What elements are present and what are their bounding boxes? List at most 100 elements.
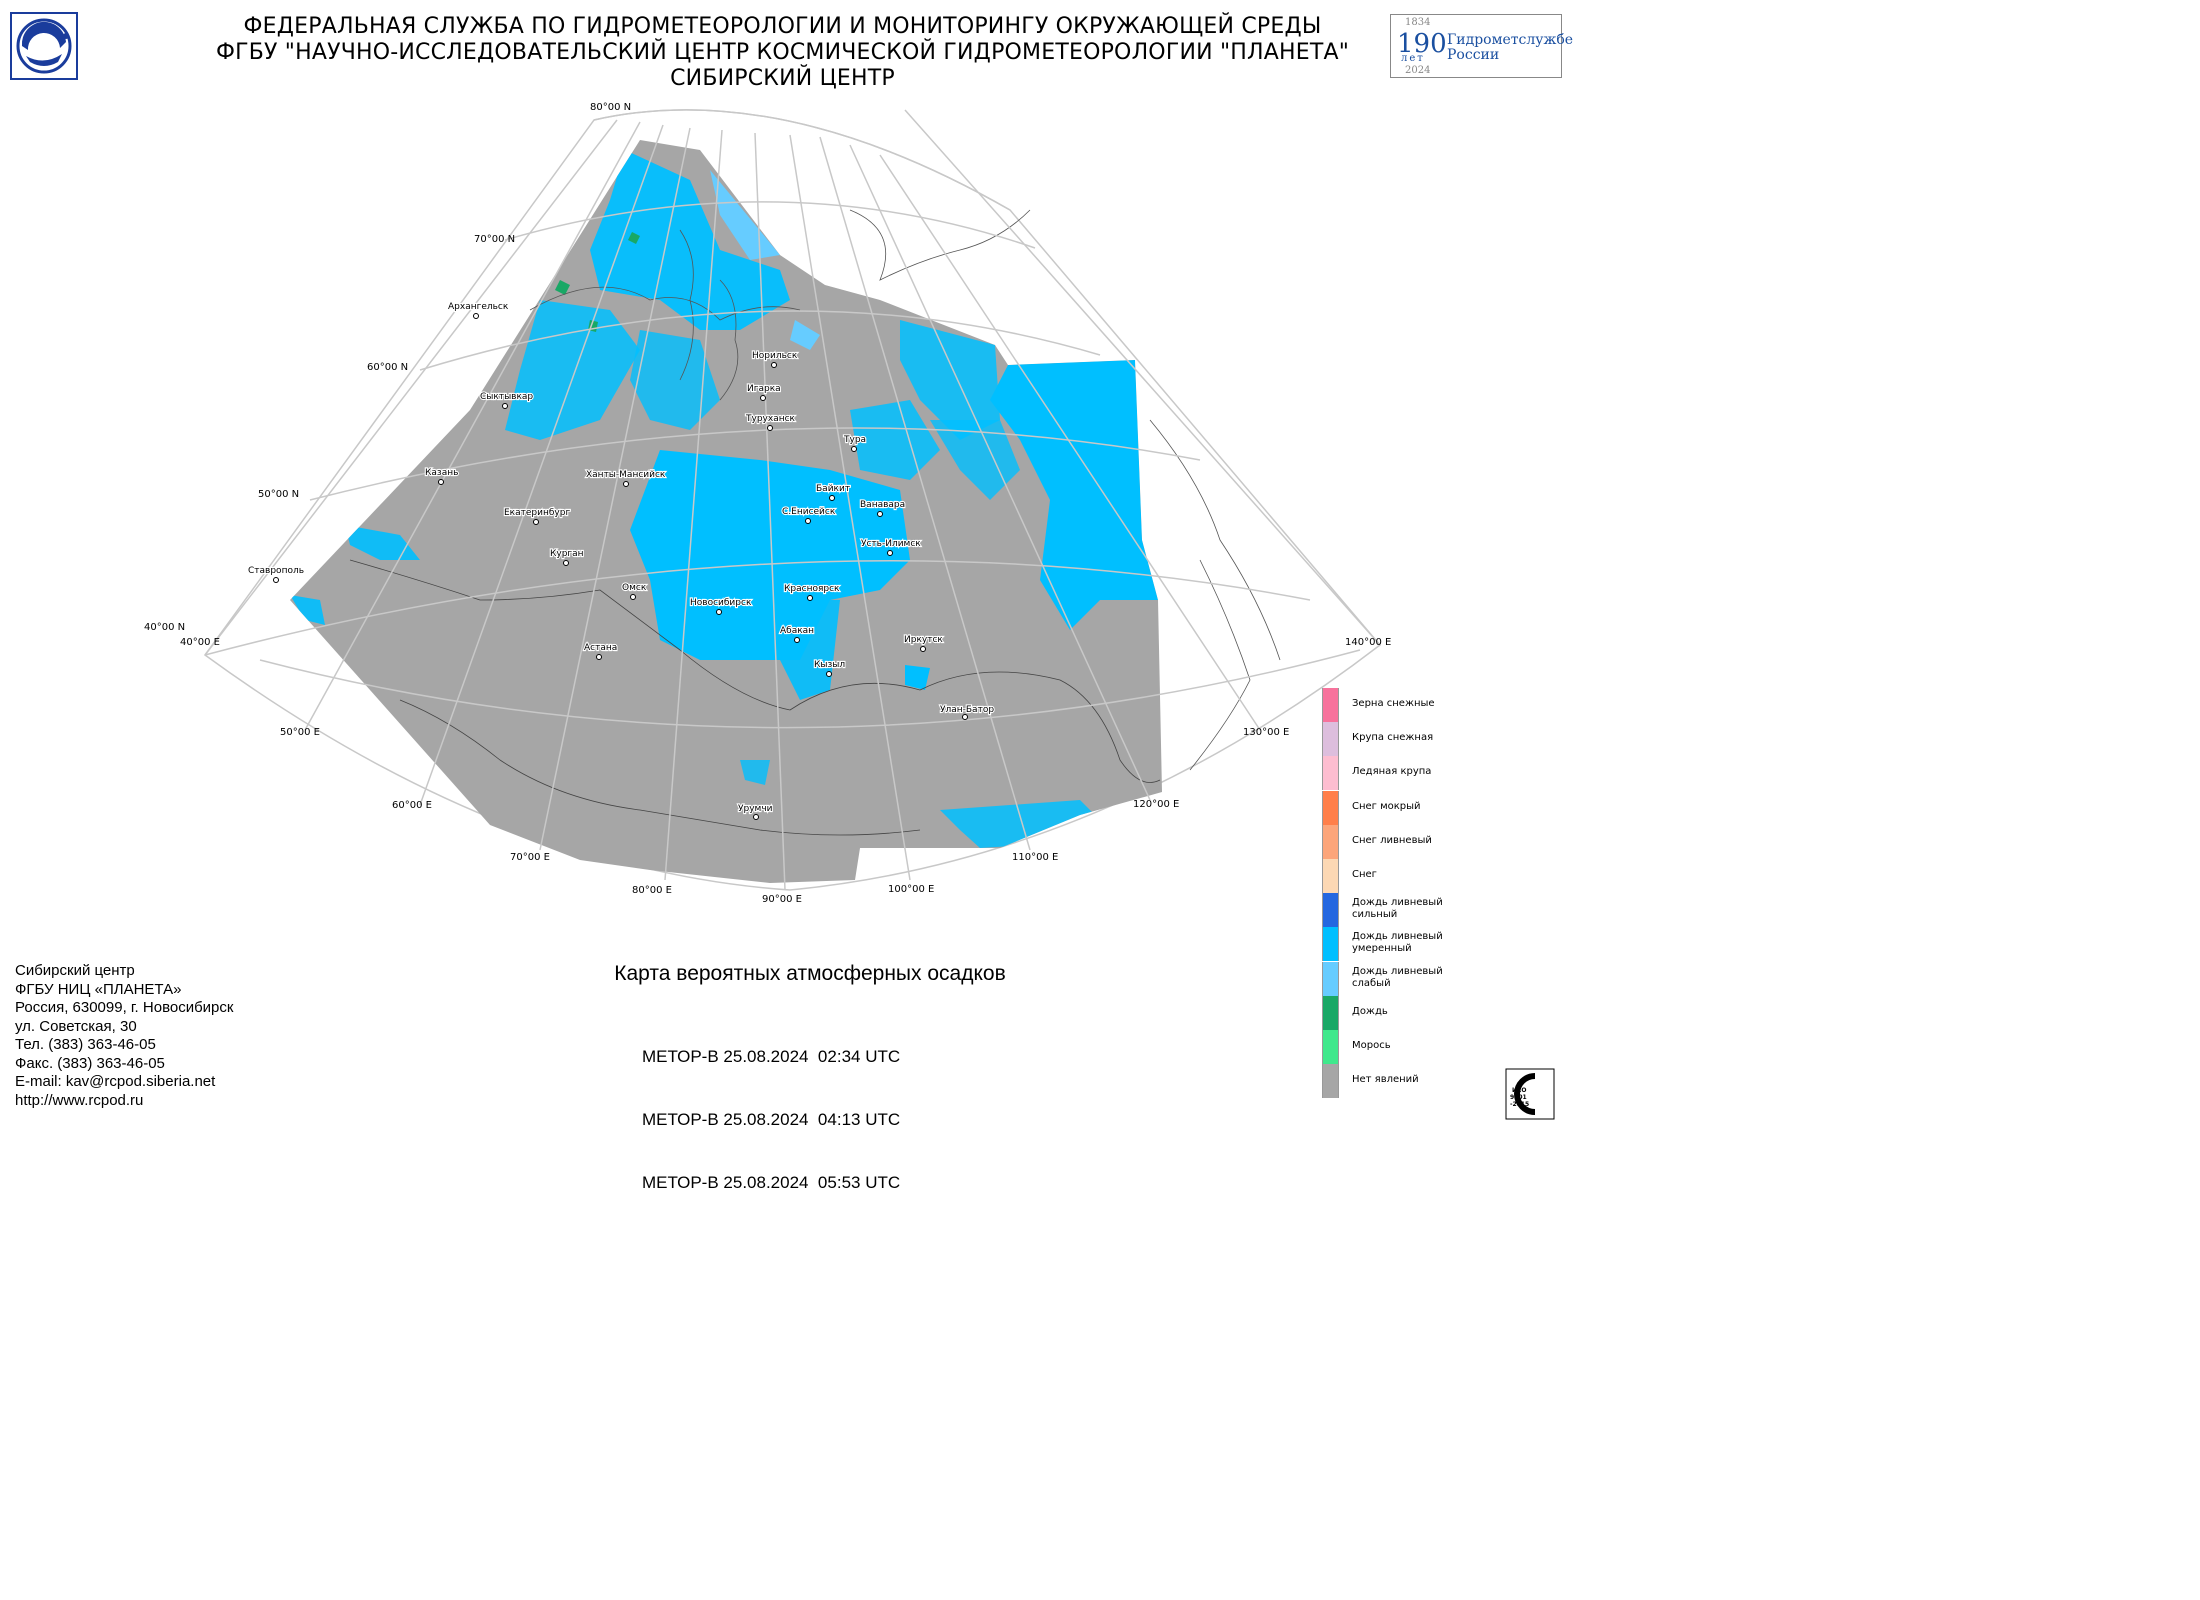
header-line-2: ФГБУ "НАУЧНО-ИССЛЕДОВАТЕЛЬСКИЙ ЦЕНТР КОС… (215, 40, 1350, 65)
anniversary-name-line-1: Гидрометслужбе (1447, 32, 1574, 48)
rain-area (628, 232, 640, 244)
map-title: Карта вероятных атмосферных осадков (614, 962, 1006, 985)
city-turukhansk: Туруханск (744, 413, 797, 431)
legend-label: Ледяная крупа (1352, 766, 1432, 778)
lon-label: 50°00 E (280, 727, 320, 738)
satellite-pass: МЕТОР-В 25.08.2024 04:13 UTC (642, 1110, 901, 1129)
legend-item: Дождь ливневый слабый (1322, 961, 1562, 996)
city-vanavara: Ванавара (859, 499, 906, 517)
city-label: Астана (584, 643, 617, 653)
city-label: Байкит (816, 484, 850, 494)
anniversary-year-end: 2024 (1405, 65, 1431, 76)
city-label: Ставрополь (248, 566, 304, 576)
precipitation-areas (290, 150, 1158, 848)
city-label: Туруханск (745, 414, 796, 424)
header-line-1: ФЕДЕРАЛЬНАЯ СЛУЖБА ПО ГИДРОМЕТЕОРОЛОГИИ … (243, 14, 1322, 39)
legend-label: Дождь ливневый слабый (1352, 965, 1443, 989)
city-label: Игарка (747, 384, 781, 394)
city-label: Кызыл (814, 660, 845, 670)
city-ekaterinburg: Екатеринбург (503, 507, 572, 525)
legend-swatch (1322, 893, 1339, 928)
precip-area (740, 760, 770, 785)
contact-line: Тел. (383) 363-46-05 (15, 1036, 156, 1053)
lon-label: 60°00 E (392, 800, 432, 811)
anniversary-name: Гидрометслужбе России (1447, 33, 1573, 63)
agency-header: ФЕДЕРАЛЬНАЯ СЛУЖБА ПО ГИДРОМЕТЕОРОЛОГИИ … (160, 14, 1405, 92)
city-label: Иркутск (904, 635, 943, 645)
legend-swatch (1322, 722, 1339, 757)
legend-swatch (1322, 1064, 1339, 1099)
anniversary-logo: 1834 190 лет Гидрометслужбе России 2024 (1390, 14, 1573, 78)
city-label: Новосибирск (690, 598, 752, 608)
city-label: Норильск (752, 351, 798, 361)
precip-area (290, 595, 325, 625)
roshydromet-logo (10, 12, 78, 80)
precip-area (850, 400, 940, 480)
contact-website[interactable]: http://www.rcpod.ru (15, 1091, 144, 1109)
legend-item: Дождь ливневый сильный (1322, 893, 1562, 928)
city-label: Усть-Илимск (861, 539, 921, 549)
legend-swatch (1322, 790, 1339, 825)
city-baykit: Байкит (815, 483, 851, 501)
contact-line: ул. Советская, 30 (15, 1017, 137, 1035)
city-label: Тура (843, 435, 866, 445)
legend-label: Морось (1352, 1040, 1391, 1051)
city-abakan: Абакан (779, 625, 815, 643)
city-novosibirsk: Новосибирск (689, 597, 753, 615)
precip-area (780, 600, 840, 700)
precipitation-map: 80°00 N 70°00 N 60°00 N 50°00 N 40°00 N … (144, 102, 1391, 905)
legend-label: Дождь ливневый сильный (1352, 897, 1443, 921)
city-kazan: Казань (424, 467, 460, 485)
city-label: Казань (425, 468, 458, 478)
city-label: Екатеринбург (504, 508, 570, 518)
legend-item: Крупа снежная (1322, 722, 1562, 757)
legend-swatch (1322, 688, 1339, 722)
legend-swatch (1322, 824, 1339, 859)
city-stavropol: Ставрополь (247, 565, 305, 583)
city-ulan-bator: Улан-Батор (939, 704, 995, 720)
city-label: Урумчи (738, 804, 773, 814)
lon-labels: 40°00 E 50°00 E 60°00 E 70°00 E 80°00 E … (180, 637, 1391, 905)
legend-label: Снег ливневый (1352, 834, 1432, 846)
city-tura: Тура (842, 434, 867, 452)
legend-label: Зерна снежные (1352, 698, 1435, 709)
city-urumqi: Урумчи (737, 803, 774, 820)
country-borders (349, 559, 1161, 836)
lon-label: 100°00 E (888, 884, 934, 895)
lat-labels: 80°00 N 70°00 N 60°00 N 50°00 N 40°00 N (144, 102, 631, 633)
precip-area (990, 360, 1158, 630)
legend-label: Дождь ливневый умеренный (1352, 931, 1443, 955)
legend-item: Нет явлений (1322, 1064, 1562, 1099)
legend-item: Морось (1322, 1030, 1562, 1064)
city-label: Архангельск (448, 302, 509, 312)
legend-label: Нет явлений (1352, 1074, 1419, 1086)
anniversary-unit: лет (1401, 53, 1425, 64)
lon-label: 140°00 E (1345, 637, 1391, 648)
city-igarka: Игарка (746, 383, 782, 401)
contact-line: Сибирский центр (15, 962, 135, 979)
lat-label: 50°00 N (258, 489, 299, 500)
city-s-eniseysk: С.Енисейск (781, 506, 837, 524)
precip-area (905, 665, 930, 690)
legend-label: Дождь (1352, 1005, 1388, 1017)
city-label: Абакан (780, 626, 814, 636)
legend-item: Дождь (1322, 995, 1562, 1030)
iso-badge-text: 9001 (1510, 1094, 1527, 1101)
legend-item: Ледяная крупа (1322, 756, 1562, 791)
precip-area (630, 330, 720, 430)
city-krasnoyarsk: Красноярск (783, 583, 841, 601)
precip-area (790, 320, 820, 350)
iso-badge-text: -2015 (1510, 1101, 1529, 1108)
city-irkutsk: Иркутск (903, 634, 944, 652)
anniversary-number: 190 (1397, 29, 1447, 59)
lat-label: 80°00 N (590, 102, 631, 113)
header-line-3: СИБИРСКИЙ ЦЕНТР (670, 66, 895, 91)
rain-area (555, 280, 570, 295)
satellite-pass: МЕТОР-В 25.08.2024 02:34 UTC (642, 1047, 901, 1066)
graticule (204, 109, 1381, 891)
legend-swatch (1322, 961, 1339, 996)
city-arkhangelsk: Архангельск (447, 301, 510, 319)
city-label: Сыктывкар (480, 392, 533, 402)
contact-email[interactable]: E-mail: kav@rcpod.siberia.net (15, 1073, 216, 1090)
city-label: Улан-Батор (940, 705, 994, 715)
